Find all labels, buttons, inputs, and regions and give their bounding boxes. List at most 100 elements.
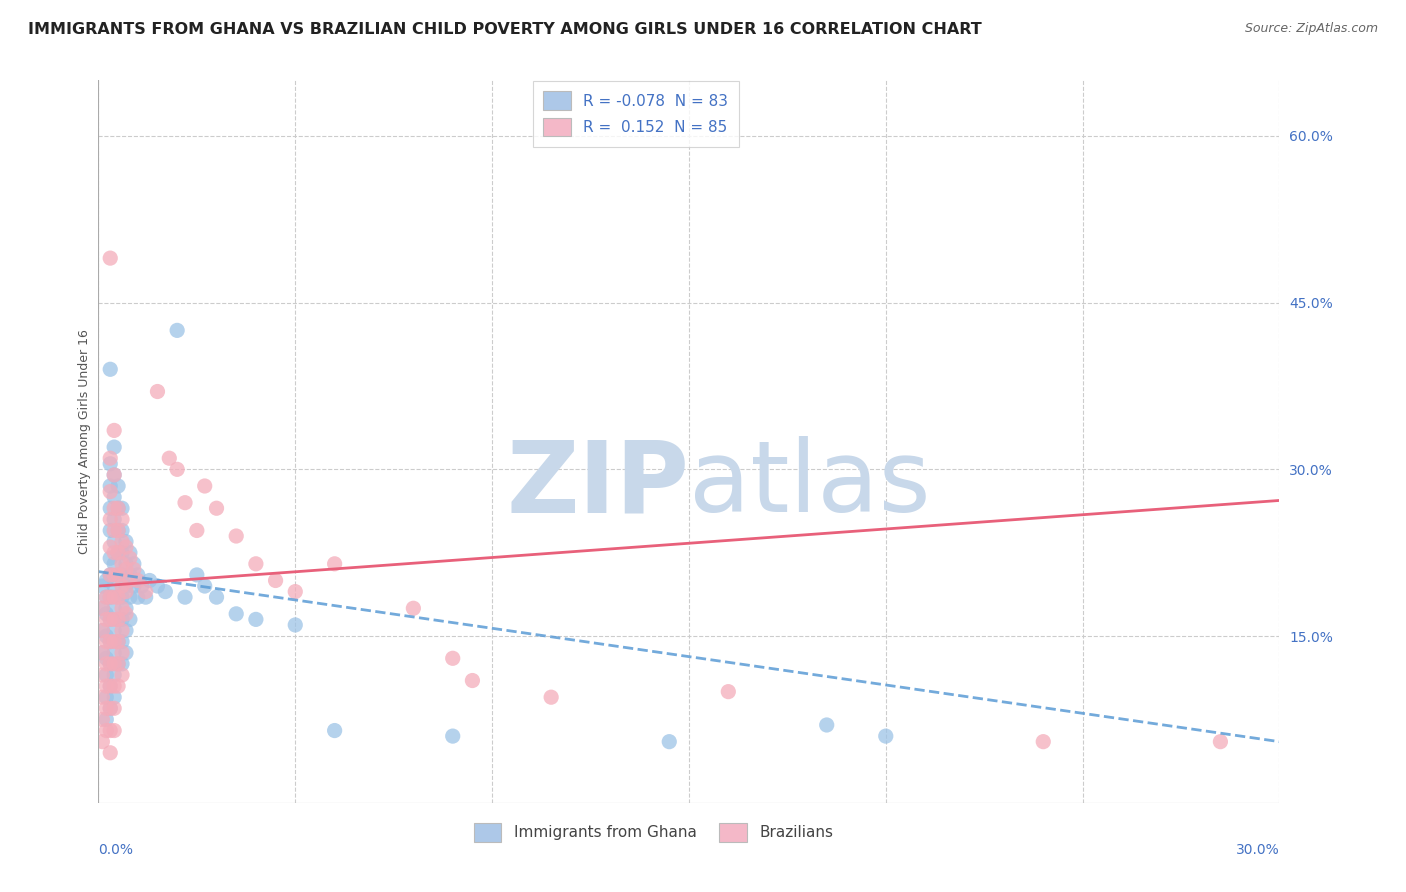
Text: 0.0%: 0.0% xyxy=(98,843,134,856)
Point xyxy=(103,601,125,615)
Point xyxy=(186,524,208,538)
Point xyxy=(111,524,134,538)
Point xyxy=(1032,734,1054,748)
Point xyxy=(135,590,157,604)
Point xyxy=(138,574,160,588)
Point xyxy=(103,668,125,682)
Point xyxy=(1209,734,1232,748)
Point xyxy=(103,512,125,526)
Point xyxy=(103,424,125,438)
Point xyxy=(135,584,157,599)
Point xyxy=(98,362,121,376)
Point xyxy=(875,729,897,743)
Point xyxy=(98,634,121,648)
Point xyxy=(103,501,125,516)
Point xyxy=(91,668,114,682)
Text: Source: ZipAtlas.com: Source: ZipAtlas.com xyxy=(1244,22,1378,36)
Point xyxy=(111,657,134,671)
Point xyxy=(103,590,125,604)
Point xyxy=(107,568,129,582)
Point xyxy=(111,557,134,571)
Point xyxy=(107,612,129,626)
Point xyxy=(91,624,114,638)
Point xyxy=(131,579,153,593)
Point xyxy=(96,690,118,705)
Point xyxy=(122,562,145,576)
Point xyxy=(96,612,118,626)
Point xyxy=(96,701,118,715)
Point xyxy=(118,568,141,582)
Point xyxy=(107,590,129,604)
Point xyxy=(441,729,464,743)
Point xyxy=(91,713,114,727)
Point xyxy=(98,551,121,566)
Point xyxy=(91,601,114,615)
Text: IMMIGRANTS FROM GHANA VS BRAZILIAN CHILD POVERTY AMONG GIRLS UNDER 16 CORRELATIO: IMMIGRANTS FROM GHANA VS BRAZILIAN CHILD… xyxy=(28,22,981,37)
Text: 30.0%: 30.0% xyxy=(1236,843,1279,856)
Point xyxy=(103,646,125,660)
Point xyxy=(107,568,129,582)
Point xyxy=(225,607,247,621)
Point xyxy=(118,551,141,566)
Point xyxy=(717,684,740,698)
Point xyxy=(323,557,346,571)
Point xyxy=(115,646,138,660)
Point xyxy=(91,734,114,748)
Point xyxy=(103,467,125,482)
Point xyxy=(111,534,134,549)
Point xyxy=(157,451,180,466)
Point xyxy=(103,579,125,593)
Point xyxy=(98,251,121,265)
Point xyxy=(107,679,129,693)
Point xyxy=(98,512,121,526)
Point xyxy=(107,634,129,648)
Point xyxy=(115,534,138,549)
Point xyxy=(98,484,121,499)
Point xyxy=(96,629,118,643)
Point xyxy=(103,679,125,693)
Point xyxy=(96,657,118,671)
Point xyxy=(96,574,118,588)
Point xyxy=(186,568,208,582)
Point xyxy=(111,646,134,660)
Point xyxy=(194,479,217,493)
Point xyxy=(118,612,141,626)
Point xyxy=(111,568,134,582)
Point xyxy=(111,612,134,626)
Point xyxy=(115,584,138,599)
Point xyxy=(98,701,121,715)
Point xyxy=(107,524,129,538)
Point xyxy=(98,701,121,715)
Point xyxy=(245,557,267,571)
Point xyxy=(111,512,134,526)
Point xyxy=(127,590,149,604)
Point xyxy=(96,651,118,665)
Point xyxy=(245,612,267,626)
Point xyxy=(111,668,134,682)
Point xyxy=(98,679,121,693)
Point xyxy=(122,557,145,571)
Point xyxy=(107,524,129,538)
Point xyxy=(461,673,484,688)
Point xyxy=(107,546,129,560)
Point xyxy=(98,657,121,671)
Point xyxy=(98,590,121,604)
Point xyxy=(111,546,134,560)
Text: ZIP: ZIP xyxy=(506,436,689,533)
Point xyxy=(402,601,425,615)
Point xyxy=(107,501,129,516)
Point xyxy=(96,607,118,621)
Point xyxy=(96,668,118,682)
Point xyxy=(107,634,129,648)
Point xyxy=(107,590,129,604)
Point xyxy=(264,574,287,588)
Point xyxy=(103,557,125,571)
Point xyxy=(103,524,125,538)
Point xyxy=(284,618,307,632)
Point xyxy=(174,590,197,604)
Point xyxy=(115,562,138,576)
Point xyxy=(146,384,169,399)
Point xyxy=(96,679,118,693)
Point xyxy=(111,501,134,516)
Point xyxy=(155,584,177,599)
